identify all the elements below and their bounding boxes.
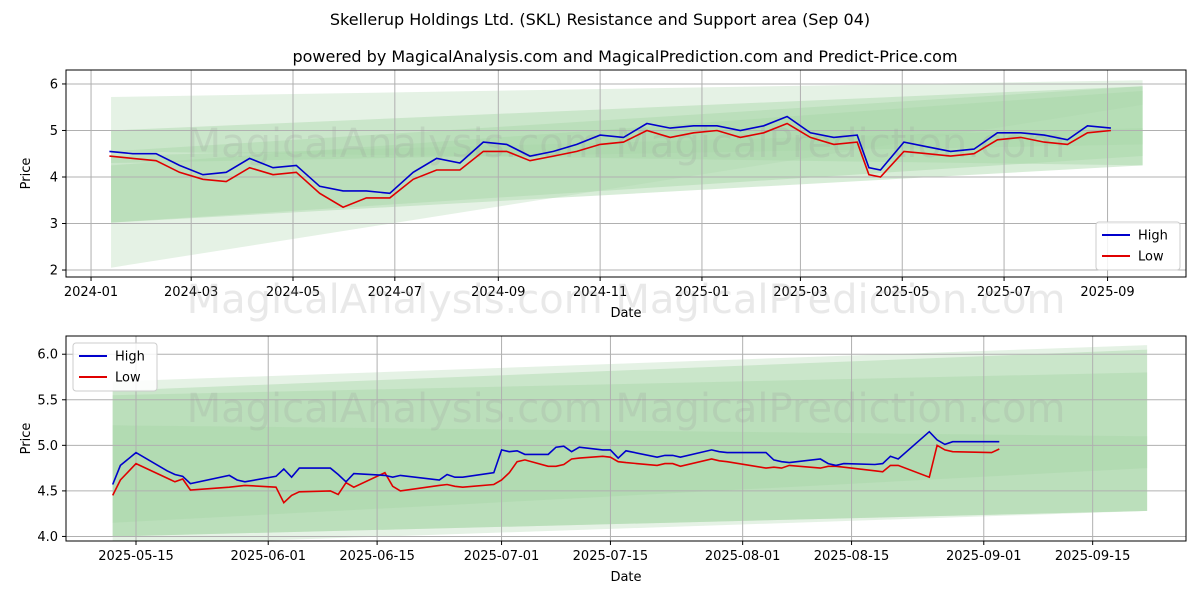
legend-label-low: Low: [1138, 250, 1164, 265]
x-tick-label: 2025-08-15: [814, 549, 890, 564]
x-tick-label: 2025-08-01: [705, 549, 781, 564]
y-tick-label: 3: [50, 217, 58, 232]
legend-label-low: Low: [115, 371, 141, 386]
y-axis-label: Price: [19, 423, 34, 455]
y-tick-label: 2: [50, 264, 58, 279]
x-tick-label: 2025-07-01: [464, 549, 540, 564]
x-tick-label: 2024-11: [573, 285, 627, 300]
watermark-text: MagicalAnalysis.com MagicalPrediction.co…: [187, 386, 1066, 432]
watermark-text: MagicalAnalysis.com MagicalPrediction.co…: [187, 277, 1066, 323]
series-line-high: [109, 115, 1111, 195]
x-tick-label: 2025-06-15: [339, 549, 415, 564]
x-tick-label: 2024-07: [368, 285, 422, 300]
band-1: [111, 86, 1143, 223]
legend: High Low: [72, 342, 158, 392]
x-tick-label: 2025-05: [875, 285, 929, 300]
band-1: [112, 349, 1148, 537]
x-tick-label: 2024-09: [471, 285, 525, 300]
y-tick-label: 5.0: [37, 439, 58, 454]
y-tick-label: 4: [50, 170, 58, 185]
band-group: [112, 345, 1148, 541]
series-line-low: [109, 122, 1111, 209]
watermark-text: MagicalAnalysis.com MagicalPrediction.co…: [187, 121, 1066, 167]
x-tick-label: 2025-06-01: [230, 549, 306, 564]
y-axis-label: Price: [19, 158, 34, 190]
band-3: [111, 86, 1143, 166]
series-group: [109, 115, 1111, 209]
legend: High Low: [1095, 221, 1181, 271]
y-tick-label: 4.0: [37, 530, 58, 545]
legend-label-high: High: [115, 350, 145, 365]
y-tick-label: 4.5: [37, 484, 58, 499]
plot-frame: [65, 69, 1187, 278]
legend-label-high: High: [1138, 229, 1168, 244]
x-tick-label: 2025-01: [675, 285, 729, 300]
series-line-low: [111, 444, 1000, 505]
plot-frame: [65, 335, 1187, 542]
band-group: [111, 80, 1143, 268]
x-tick-label: 2025-05-15: [98, 549, 174, 564]
x-tick-label: 2025-09-15: [1055, 549, 1131, 564]
band-0: [112, 345, 1148, 541]
band-3: [112, 425, 1148, 523]
series-group: [111, 430, 1000, 505]
band-2: [112, 372, 1148, 537]
x-tick-label: 2025-07-15: [573, 549, 649, 564]
band-4: [111, 128, 1143, 164]
x-tick-label: 2025-07: [977, 285, 1031, 300]
x-tick-label: 2025-09: [1080, 285, 1134, 300]
band-2: [111, 90, 1143, 223]
bottom-chart-panel: 2025-05-15 2025-06-01 2025-06-15 2025-07-01…: [19, 335, 1187, 585]
top-chart-panel: 2024-01 2024-03 2024-05 2024-07 2024-09 2024-…: [19, 69, 1187, 323]
x-tick-label: 2025-09-01: [946, 549, 1022, 564]
chart-subtitle: powered by MagicalAnalysis.com and Magic…: [292, 47, 957, 66]
series-line-high: [111, 430, 1000, 485]
chart-title: Skellerup Holdings Ltd. (SKL) Resistance…: [330, 10, 870, 29]
y-tick-label: 5: [50, 124, 58, 139]
x-tick-label: 2024-03: [164, 285, 218, 300]
x-tick-label: 2024-01: [64, 285, 118, 300]
y-tick-label: 6: [50, 77, 58, 92]
x-tick-label: 2025-03: [773, 285, 827, 300]
x-tick-label: 2024-05: [266, 285, 320, 300]
x-axis-label: Date: [610, 306, 641, 321]
y-tick-label: 5.5: [37, 393, 58, 408]
x-axis-label: Date: [610, 570, 641, 585]
y-tick-label: 6.0: [37, 348, 58, 363]
band-0: [111, 80, 1143, 268]
